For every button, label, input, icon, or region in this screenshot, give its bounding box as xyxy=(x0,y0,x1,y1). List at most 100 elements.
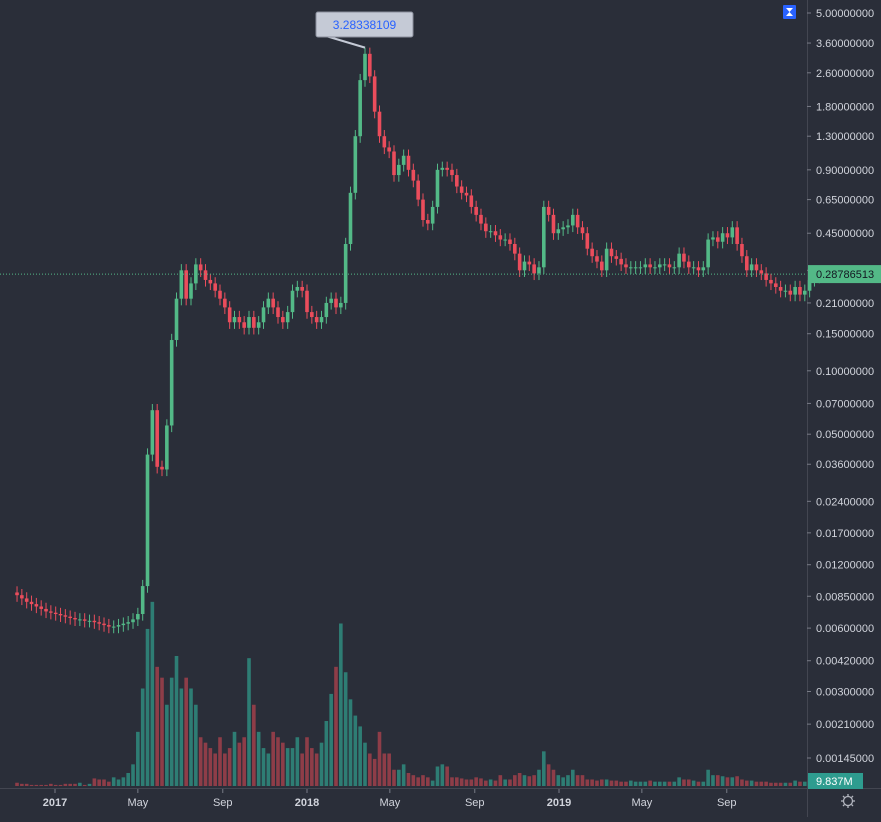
candle-body xyxy=(696,267,701,271)
candle-body xyxy=(150,410,155,455)
volume-bar xyxy=(595,780,599,786)
volume-bar xyxy=(488,779,493,786)
candle-body xyxy=(15,592,19,596)
price-tick-label: 0.03600000 xyxy=(816,459,874,471)
candle-body xyxy=(769,279,773,284)
volume-bar xyxy=(58,784,63,786)
candle-body xyxy=(778,286,783,291)
volume-bar xyxy=(252,704,256,786)
volume-bar xyxy=(377,731,382,786)
candle-body xyxy=(266,298,271,308)
volume-bar xyxy=(527,776,532,786)
volume-bar xyxy=(53,784,58,786)
volume-bar xyxy=(44,784,48,786)
candle-body xyxy=(73,618,77,620)
candle-body xyxy=(715,237,720,242)
candle-body xyxy=(600,261,604,271)
volume-bar xyxy=(218,737,222,786)
volume-bar xyxy=(305,737,309,786)
volume-bar xyxy=(440,764,445,786)
gear-icon[interactable] xyxy=(841,794,855,808)
candle-body xyxy=(479,214,483,224)
volume-bar xyxy=(368,753,372,786)
volume-bar xyxy=(29,784,34,786)
volume-bar xyxy=(136,731,140,786)
candle-body xyxy=(242,322,246,328)
candle-body xyxy=(677,253,681,268)
volume-bar xyxy=(580,775,585,786)
candle-body xyxy=(517,253,522,271)
candle-body xyxy=(498,235,503,240)
price-tick-label: 0.05000000 xyxy=(816,429,874,441)
volume-bar xyxy=(629,780,633,786)
candle-body xyxy=(208,279,213,284)
candle-body xyxy=(788,290,793,295)
candle-body xyxy=(334,298,338,308)
candle-body xyxy=(281,317,285,323)
candle-body xyxy=(213,283,217,291)
candle-body xyxy=(82,619,87,621)
hourglass-icon[interactable] xyxy=(783,5,796,19)
volume-bar xyxy=(604,779,609,786)
candle-body xyxy=(160,466,164,470)
candle-body xyxy=(720,233,725,242)
candle-body xyxy=(682,253,686,262)
volume-bar xyxy=(609,780,614,786)
time-tick-label: May xyxy=(631,797,652,809)
volume-bar xyxy=(150,601,155,786)
candle-body xyxy=(508,239,512,245)
candle-body xyxy=(411,169,416,181)
candle-body xyxy=(290,290,295,313)
price-tick-label: 0.00210000 xyxy=(816,719,874,731)
volume-bar xyxy=(783,782,788,786)
candle-body xyxy=(131,619,135,623)
candle-body xyxy=(754,264,759,271)
volume-bar xyxy=(701,781,706,786)
time-axis[interactable]: 2017 May Sep 2018 May Sep 2019 May Sep xyxy=(43,789,737,809)
volume-bar xyxy=(68,783,72,786)
volume-bar xyxy=(266,753,271,786)
price-tick-label: 1.30000000 xyxy=(816,131,874,143)
candle-body xyxy=(643,264,648,268)
volume-bar xyxy=(140,688,145,786)
volume-bar xyxy=(397,769,401,786)
volume-bar xyxy=(160,677,164,786)
volume-bar xyxy=(382,753,387,786)
candle-body xyxy=(464,192,469,196)
volume-bar xyxy=(343,672,348,786)
candle-body xyxy=(484,223,488,232)
volume-bar xyxy=(445,766,449,786)
volume-bar xyxy=(633,781,638,786)
candle-body xyxy=(252,317,256,328)
volume-bar xyxy=(600,779,604,786)
candle-body xyxy=(561,227,565,230)
volume-bar xyxy=(73,783,77,786)
price-tick-label: 0.01700000 xyxy=(816,528,874,540)
candle-body xyxy=(455,175,459,187)
volume-bar xyxy=(802,781,807,786)
volume-bar xyxy=(455,777,459,786)
candle-body xyxy=(575,214,580,228)
candle-body xyxy=(793,286,797,295)
candle-body xyxy=(53,612,58,615)
volume-bar xyxy=(469,779,474,786)
candle-body xyxy=(445,167,449,170)
volume-bar xyxy=(116,779,121,786)
volume-bar xyxy=(764,781,768,786)
volume-bar xyxy=(672,781,677,786)
volume-bar xyxy=(285,748,290,786)
volume-bar xyxy=(49,783,53,786)
volume-bar xyxy=(484,780,488,786)
candle-body xyxy=(759,270,764,274)
volume-bar xyxy=(648,780,652,786)
volume-bar xyxy=(498,775,503,786)
candle-body xyxy=(638,267,643,269)
candle-body xyxy=(653,267,657,269)
volume-bar xyxy=(184,677,188,786)
volume-bar xyxy=(208,748,213,786)
candle-body xyxy=(68,616,72,619)
candle-body xyxy=(169,340,174,426)
candle-body xyxy=(503,239,507,241)
